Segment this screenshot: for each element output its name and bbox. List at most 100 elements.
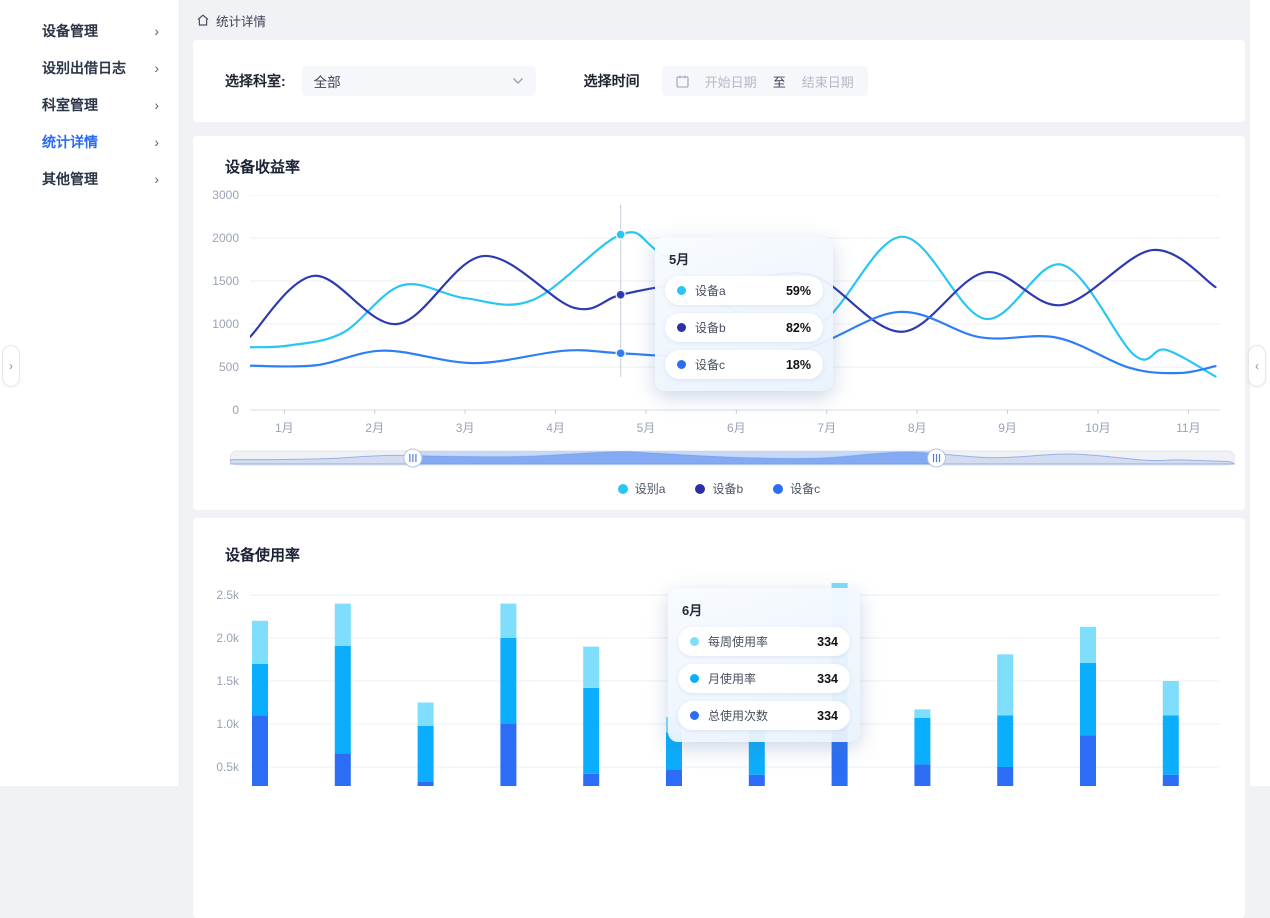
bar-segment-每周使用率[interactable] [583,646,600,688]
revenue-chart-tooltip: 5月 设备a 59% 设备b 82% 设备c 18% [655,237,833,391]
chevron-right-icon: › [154,59,159,76]
sidebar-item-statistics-detail[interactable]: 统计详情 › [0,123,179,160]
chevron-right-icon: › [9,359,13,373]
tooltip-row: 每周使用率 334 [678,627,850,656]
legend-dot-icon [617,483,628,494]
bar-segment-总使用次数[interactable] [500,724,517,810]
time-filter-label: 选择时间 [583,73,640,89]
home-icon [197,14,209,26]
x-axis-tick-label: 8月 [907,421,927,435]
sidebar-item-department-management[interactable]: 科室管理 › [0,86,179,123]
start-date-input[interactable]: 开始日期 [704,74,757,90]
usage-chart-title: 设备使用率 [225,547,301,564]
x-axis-tick-label: 6月 [727,421,746,435]
x-axis-tick-label: 4月 [546,421,565,435]
y-axis-tick-label: 0.5k [216,760,239,774]
bar-segment-每周使用率[interactable] [1162,681,1179,716]
bar-segment-月使用率[interactable] [1162,715,1179,775]
legend-dot-icon [773,483,784,494]
bar-segment-总使用次数[interactable] [417,781,434,810]
chevron-right-icon: › [154,170,159,187]
chevron-down-icon [512,77,524,85]
bar-segment-总使用次数[interactable] [1080,735,1096,810]
tooltip-row: 设备c 18% [665,350,823,379]
bar-segment-总使用次数[interactable] [334,753,351,810]
x-axis-tick-label: 11月 [1176,421,1201,435]
bar-segment-每周使用率[interactable] [334,603,351,646]
x-axis-tick-label: 7月 [817,421,837,435]
sidebar-item-lending-log[interactable]: 设别出借日志 › [0,49,179,86]
usage-chart-card: 设备使用率 0.5k 1.0k 1.5k 2.0k 2.5k 6月 每周使用率 334 … [193,518,1245,918]
bar-segment-月使用率[interactable] [914,717,931,765]
sidebar: 设备管理 › 设别出借日志 › 科室管理 › 统计详情 › 其他管理 › [0,0,180,786]
hover-point-设备c [615,347,626,359]
tooltip-title: 6月 [682,603,703,618]
legend-item[interactable]: 设别a [617,480,666,497]
bar-segment-每周使用率[interactable] [914,709,931,718]
bar-segment-总使用次数[interactable] [666,769,682,810]
bar-segment-月使用率[interactable] [252,663,268,716]
y-axis-tick-label: 2000 [212,231,239,245]
bar-segment-总使用次数[interactable] [1162,774,1179,810]
main-content: 统计详情 选择科室: 全部 选择时间 开始日期 至 结束日期 设备收益率 0 50… [180,0,1270,918]
date-range-picker[interactable]: 开始日期 至 结束日期 [661,66,868,96]
bar-segment-月使用率[interactable] [583,687,600,774]
slider-handle[interactable] [403,448,423,468]
bar-segment-每周使用率[interactable] [500,603,517,638]
slider-handle[interactable] [927,448,947,468]
chevron-left-icon: ‹ [1255,359,1259,373]
filter-card: 选择科室: 全部 选择时间 开始日期 至 结束日期 [193,40,1245,122]
x-axis-tick-label: 2月 [365,421,385,435]
weekly-usage-dot-icon [690,637,699,646]
legend-dot-icon [695,483,706,494]
bar-segment-月使用率[interactable] [417,725,434,782]
bar-segment-总使用次数[interactable] [997,767,1014,810]
department-select[interactable]: 全部 [301,66,536,96]
series-c-dot-icon [677,360,686,369]
hover-point-设备a [615,229,626,240]
breadcrumb-label: 统计详情 [216,14,267,29]
x-axis-tick-label: 10月 [1085,421,1111,435]
sidebar-item-device-management[interactable]: 设备管理 › [0,12,179,49]
bar-segment-月使用率[interactable] [997,715,1014,767]
bar-segment-每周使用率[interactable] [997,654,1014,716]
chevron-right-icon: › [154,133,159,150]
revenue-chart-title: 设备收益率 [225,159,301,176]
x-axis-tick-label: 5月 [636,421,656,435]
bar-segment-月使用率[interactable] [1080,662,1096,736]
department-select-value: 全部 [313,75,341,90]
date-range-separator: 至 [772,74,786,90]
revenue-chart-legend: 设别a 设备b 设备c [193,480,1245,497]
legend-label: 设别a [634,482,666,496]
hover-point-设备b [615,289,626,301]
legend-item[interactable]: 设备b [695,480,743,497]
tooltip-row: 设备a 59% [665,276,823,305]
x-axis-tick-label: 1月 [275,421,294,435]
y-axis-tick-label: 500 [218,360,239,374]
bar-segment-总使用次数[interactable] [914,764,931,810]
bar-segment-总使用次数[interactable] [748,774,765,810]
bar-segment-每周使用率[interactable] [1080,626,1096,663]
total-usage-dot-icon [690,711,699,720]
sidebar-item-label: 统计详情 [42,133,98,150]
datazoom-slider[interactable] [229,447,1236,469]
legend-label: 设备b [712,482,744,496]
bar-segment-每周使用率[interactable] [417,702,434,726]
series-a-dot-icon [677,286,686,295]
tooltip-row: 总使用次数 334 [678,701,850,730]
tooltip-row: 设备b 82% [665,313,823,342]
bar-segment-总使用次数[interactable] [583,773,600,810]
bar-segment-每周使用率[interactable] [252,620,268,664]
legend-item[interactable]: 设备c [773,480,820,497]
y-axis-tick-label: 0 [232,403,239,417]
bar-segment-总使用次数[interactable] [252,715,268,810]
right-collapsed-panel [1250,0,1270,786]
y-axis-tick-label: 1.5k [216,674,239,688]
right-panel-toggle-button[interactable]: ‹ [1248,345,1266,387]
legend-label: 设备c [790,482,821,496]
sidebar-item-other-management[interactable]: 其他管理 › [0,160,179,197]
bar-segment-月使用率[interactable] [500,638,517,724]
bar-segment-月使用率[interactable] [334,645,351,754]
end-date-input[interactable]: 结束日期 [801,74,854,90]
left-panel-toggle-button[interactable]: › [2,345,20,387]
